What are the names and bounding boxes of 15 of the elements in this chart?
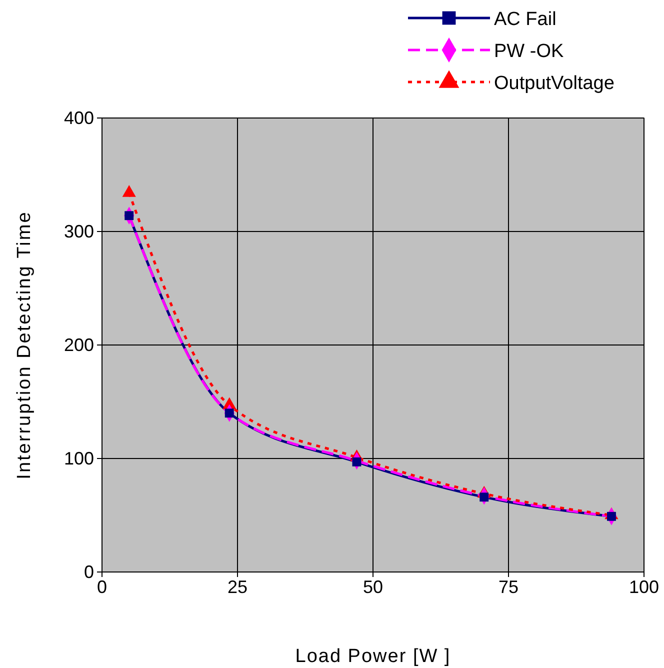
- x-tick-label: 25: [227, 576, 248, 597]
- y-tick-label: 0: [84, 562, 94, 582]
- x-tick-label: 75: [498, 576, 519, 597]
- x-tick-label: 100: [628, 576, 660, 597]
- y-tick-label: 300: [64, 221, 94, 242]
- legend-label: AC Fail: [494, 9, 556, 30]
- legend-label: OutputVoltage: [494, 73, 614, 94]
- x-axis-title: Load Power [W ]: [295, 646, 451, 667]
- y-axis-title: Interruption Detecting Time: [14, 210, 35, 480]
- legend-label: PW -OK: [494, 41, 564, 62]
- x-tick-label: 0: [96, 576, 108, 597]
- y-tick-label: 100: [64, 448, 94, 468]
- y-tick-label: 200: [64, 334, 94, 355]
- y-tick-label: 400: [64, 108, 94, 128]
- x-tick-label: 50: [362, 576, 384, 597]
